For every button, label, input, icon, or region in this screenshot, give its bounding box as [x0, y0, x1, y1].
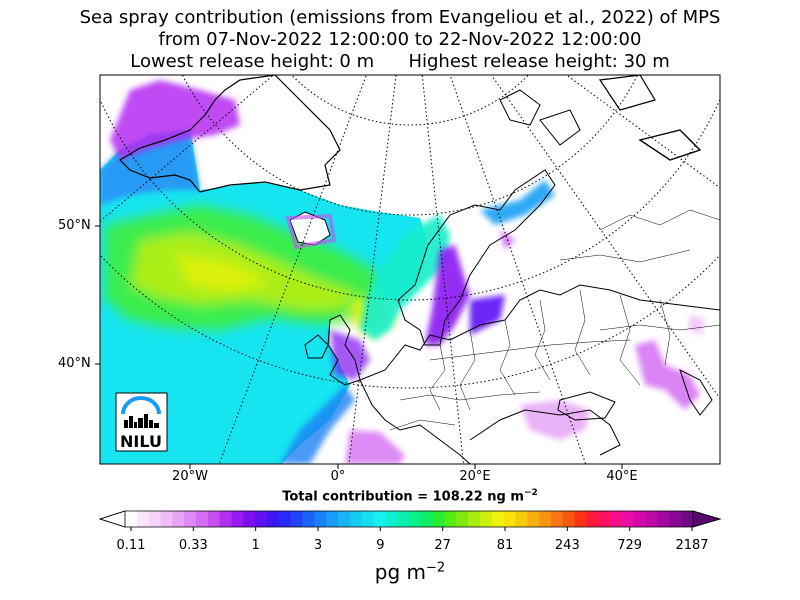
lon-label-20w: 20°W: [172, 469, 208, 484]
colorbar-tick-label: 1: [251, 538, 260, 553]
colorbar-swatch: [432, 511, 445, 527]
colorbar-swatch: [160, 511, 173, 527]
colorbar-min-extend: [98, 510, 126, 528]
colorbar: [98, 510, 722, 531]
colorbar-swatch: [456, 511, 469, 527]
colorbar-swatch: [657, 511, 670, 527]
nilu-logo: NILU: [115, 392, 168, 452]
map-title-line3: Lowest release height: 0 m Highest relea…: [130, 51, 670, 72]
colorbar-swatch: [219, 511, 232, 527]
colorbar-max-extend: [692, 510, 722, 528]
logo-text: NILU: [120, 432, 162, 451]
colorbar-swatch: [444, 511, 457, 527]
colorbar-swatch: [373, 511, 386, 527]
axis-ticks: [95, 225, 623, 469]
colorbar-swatch: [480, 511, 493, 527]
lon-label-0: 0°: [330, 469, 346, 484]
colorbar-swatch: [314, 511, 327, 527]
colorbar-swatch: [645, 511, 658, 527]
colorbar-swatch: [243, 511, 256, 527]
colorbar-tick-label: 81: [496, 538, 514, 553]
colorbar-tick-label: 27: [434, 538, 451, 553]
colorbar-swatch: [551, 511, 564, 527]
colorbar-swatch: [231, 511, 244, 527]
colorbar-swatch: [539, 511, 552, 527]
colorbar-swatch: [503, 511, 516, 527]
map-title-line2: from 07-Nov-2022 12:00:00 to 22-Nov-2022…: [158, 29, 642, 50]
colorbar-frame: [98, 510, 722, 528]
colorbar-swatch: [255, 511, 268, 527]
colorbar-swatch: [349, 511, 363, 527]
colorbar-swatch: [267, 511, 280, 527]
colorbar-swatch: [420, 511, 434, 527]
colorbar-swatch: [290, 511, 303, 527]
colorbar-tick-label: 243: [554, 538, 580, 553]
colorbar-unit: pg m−2: [374, 560, 446, 584]
colorbar-tick-label: 0.11: [116, 538, 146, 553]
colorbar-swatch: [633, 511, 647, 527]
colorbar-swatch: [527, 511, 540, 527]
colorbar-swatch: [361, 511, 374, 527]
colorbar-swatch: [468, 511, 481, 527]
lat-label-50n: 50°N: [58, 218, 91, 233]
colorbar-swatch: [491, 511, 505, 527]
colorbar-swatch: [409, 511, 422, 527]
colorbar-swatch: [586, 511, 599, 527]
concentration-field: [100, 80, 705, 464]
colorbar-swatch: [669, 511, 682, 527]
colorbar-tick-label: 0.33: [178, 538, 208, 553]
colorbar-tick-label: 9: [376, 538, 385, 553]
colorbar-swatch: [148, 511, 161, 527]
colorbar-swatch: [562, 511, 576, 527]
coastlines: [119, 75, 720, 464]
colorbar-swatch: [598, 511, 611, 527]
total-contribution: Total contribution = 108.22 ng m−2: [282, 488, 538, 505]
colorbar-swatch: [184, 511, 197, 527]
colorbar-swatch: [385, 511, 398, 527]
lon-label-40e: 40°E: [606, 469, 638, 484]
colorbar-swatch: [196, 511, 209, 527]
colorbar-swatch: [136, 511, 150, 527]
colorbar-swatch: [622, 511, 635, 527]
map-title-line1: Sea spray contribution (emissions from E…: [79, 7, 721, 28]
colorbar-swatch: [574, 511, 587, 527]
colorbar-swatch: [302, 511, 315, 527]
colorbar-swatch: [338, 511, 351, 527]
colorbar-swatch: [515, 511, 528, 527]
colorbar-swatch: [125, 511, 138, 527]
colorbar-swatch: [681, 511, 694, 527]
colorbar-tick-label: 3: [313, 538, 323, 553]
colorbar-swatch: [397, 511, 410, 527]
colorbar-swatch: [610, 511, 623, 527]
colorbar-swatch: [207, 511, 221, 527]
colorbar-swatch: [172, 511, 185, 527]
colorbar-tick-label: 729: [617, 538, 643, 553]
colorbar-swatch: [326, 511, 339, 527]
map-frame: [99, 74, 721, 465]
colorbar-tick-label: 2187: [675, 538, 709, 553]
colorbar-swatch: [278, 511, 292, 527]
lon-label-20e: 20°E: [459, 469, 491, 484]
lat-label-40n: 40°N: [58, 356, 91, 371]
